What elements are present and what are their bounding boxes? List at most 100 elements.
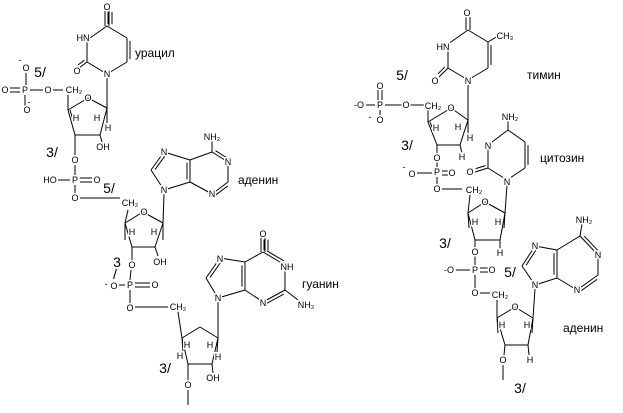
bond [129,269,132,281]
bond [450,107,469,121]
atom-label: H [527,355,534,365]
atom-label: O [447,103,454,113]
prime-label: 3/ [439,235,451,251]
bond [163,151,191,161]
atom-label: O [84,93,91,103]
bond [124,222,133,248]
atom-label: O [402,100,409,110]
atom-label: H [459,152,466,162]
atom-label: - [19,55,22,65]
bond [284,289,299,301]
prime-label: 3/ [46,144,58,160]
bond [487,167,508,181]
bond [217,289,246,299]
bond [499,212,506,241]
bond [467,194,471,214]
atom-label: N [209,189,216,199]
bond [266,250,285,262]
bond [87,97,108,109]
bond [106,25,128,39]
bond [437,66,446,75]
bond [181,326,201,339]
atom-label: H [467,133,474,143]
bond [534,277,558,286]
atom-label: NH₂ [298,300,315,310]
atom-label: CH₃ [497,31,514,41]
atom-label: P [72,175,78,185]
bond [86,61,108,75]
atom-label: N [260,298,267,308]
bond [67,109,76,136]
atom-label: O [71,193,78,203]
bond [427,121,438,146]
bond [506,167,526,181]
atom-label: P [127,280,133,290]
bond [532,288,536,319]
bond [503,344,506,356]
atom-label: H [73,113,80,123]
atom-label: O [23,105,30,115]
bond [199,326,219,339]
bond [579,223,583,237]
bond [496,306,516,319]
atom-label: HN [77,33,90,43]
atom-label: - [105,279,108,289]
bond [576,274,599,291]
atom-label: O [433,153,440,163]
bond [211,151,229,163]
label-adenine-dna: аденин [563,321,603,335]
atom-label: HO [43,175,57,185]
bond [556,235,581,251]
bond [154,155,166,170]
atom-label: - [403,162,406,172]
bond [583,235,599,252]
bonds [10,10,599,405]
atom-label: O [71,155,78,165]
bond [244,251,264,263]
atom-label: N [574,285,581,295]
bond [484,201,506,214]
bond [487,129,509,146]
bond [521,245,536,267]
bond [77,59,85,66]
bond [150,151,165,171]
bond [504,184,508,214]
atom-label: N [161,185,168,195]
atom-label: O [103,2,110,12]
atom-label: H [207,340,214,350]
atom-label: H [433,123,440,133]
prime-label: 5/ [34,64,46,80]
bond [262,251,286,266]
bond [580,278,598,292]
bond [496,317,499,334]
bond [475,165,486,170]
atom-label: N [595,250,602,260]
prime-label: 5/ [396,67,408,83]
bond [496,317,506,346]
atom-label: H [215,352,222,362]
bond [447,29,469,45]
atom-label: O [431,76,438,86]
atom-label: P [472,265,478,275]
atom-label: NH [281,262,294,272]
atom-label: CH₂ [122,198,139,208]
bond [205,257,221,279]
atom-label: O [73,66,80,76]
bond [521,265,536,286]
atom-label: H [129,227,136,237]
bond [150,169,165,191]
bond [447,67,469,81]
bond [556,277,578,291]
atom-label: N [532,280,539,290]
atom-label: H [105,123,112,133]
bond [163,181,191,191]
bond [525,249,537,266]
bond [262,289,286,303]
label-adenine-rna: аденин [238,173,278,187]
bond [205,277,219,299]
atom-label: CH₂ [492,290,509,300]
prime-label: 3 [113,254,121,270]
atom-label: O [126,303,133,313]
atom-label: N [161,147,168,157]
